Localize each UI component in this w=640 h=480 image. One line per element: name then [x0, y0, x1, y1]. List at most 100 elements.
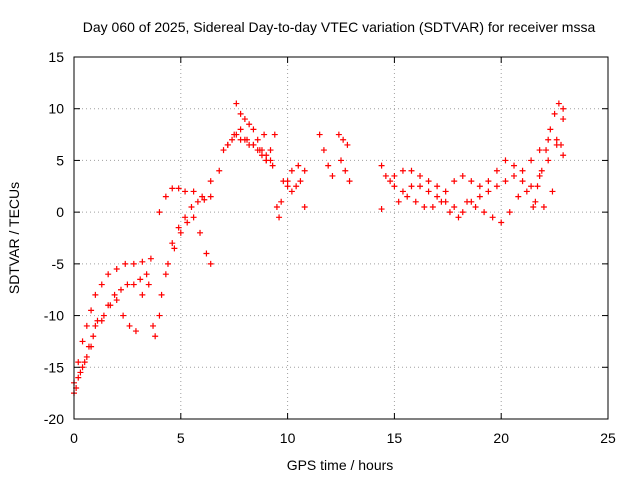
data-point [77, 369, 84, 376]
data-point [92, 322, 99, 329]
data-point [335, 131, 342, 138]
data-point [536, 172, 543, 179]
data-point [338, 157, 344, 164]
data-point [560, 105, 567, 112]
data-point [75, 374, 82, 381]
data-point [412, 198, 419, 205]
data-point [220, 147, 227, 154]
data-point [404, 193, 411, 200]
y-tick-label: 5 [56, 152, 64, 168]
data-point [150, 322, 157, 329]
data-point [485, 188, 492, 195]
data-point [75, 359, 82, 366]
data-point [269, 162, 276, 169]
series-track-c [73, 214, 214, 391]
data-point [442, 188, 449, 195]
series-track-m [530, 100, 567, 210]
data-point [329, 172, 336, 179]
data-points [71, 100, 567, 397]
data-point [515, 193, 522, 200]
data-point [387, 178, 394, 185]
data-point [344, 141, 351, 148]
data-point [502, 157, 509, 164]
data-point [555, 100, 562, 107]
data-point [267, 147, 274, 154]
data-point [278, 198, 285, 205]
data-point [233, 131, 240, 138]
data-point [408, 183, 415, 190]
data-point [156, 312, 163, 319]
data-point [425, 178, 432, 185]
data-point [297, 178, 304, 185]
data-point [175, 224, 182, 231]
data-point [511, 162, 518, 169]
data-point [111, 291, 118, 298]
data-point [391, 172, 398, 179]
data-point [493, 183, 500, 190]
series-track-k [391, 116, 567, 216]
data-point [216, 167, 223, 174]
grid-lines [74, 57, 608, 419]
data-point [429, 203, 436, 210]
series-track-d [233, 100, 274, 164]
data-point [464, 198, 471, 205]
data-point [408, 167, 415, 174]
data-point [122, 260, 129, 267]
data-point [164, 260, 171, 267]
y-tick-label: 10 [48, 101, 64, 117]
data-point [113, 297, 120, 304]
data-point [540, 203, 547, 210]
data-point [295, 162, 302, 169]
data-point [254, 136, 261, 143]
data-point [90, 333, 97, 340]
data-point [560, 116, 567, 123]
data-point [425, 188, 432, 195]
data-point [237, 126, 244, 133]
series-track-i [335, 131, 353, 185]
data-point [250, 126, 257, 133]
data-point [301, 203, 308, 210]
series-track-h [316, 131, 336, 179]
data-point [538, 167, 545, 174]
data-point [83, 353, 90, 360]
data-point [421, 203, 428, 210]
data-point [124, 281, 131, 288]
data-point [395, 198, 402, 205]
data-point [280, 178, 287, 185]
data-point [156, 209, 163, 216]
data-point [493, 167, 500, 174]
data-point [519, 167, 526, 174]
data-point [545, 136, 552, 143]
data-point [241, 136, 248, 143]
data-point [489, 214, 496, 221]
data-point [511, 172, 518, 179]
data-point [107, 302, 114, 309]
data-point [261, 131, 268, 138]
data-point [342, 167, 349, 174]
data-point [498, 219, 505, 226]
chart-title: Day 060 of 2025, Sidereal Day-to-day VTE… [83, 19, 596, 35]
data-point [182, 188, 189, 195]
data-point [451, 178, 458, 185]
data-point [382, 172, 389, 179]
data-point [246, 121, 253, 128]
data-point [139, 258, 146, 265]
data-point [545, 157, 552, 164]
data-point [113, 266, 120, 273]
data-point [271, 131, 278, 138]
data-point [88, 307, 95, 314]
data-point [399, 167, 406, 174]
data-point [399, 188, 406, 195]
data-point [162, 193, 169, 200]
data-point [438, 198, 445, 205]
data-point [126, 322, 133, 329]
data-point [263, 157, 270, 164]
data-point [476, 183, 483, 190]
data-point [293, 183, 300, 190]
data-point [203, 250, 210, 257]
x-tick-label: 25 [600, 430, 616, 446]
data-point [316, 131, 323, 138]
data-point [224, 141, 231, 148]
data-point [79, 338, 86, 345]
data-point [117, 286, 124, 293]
